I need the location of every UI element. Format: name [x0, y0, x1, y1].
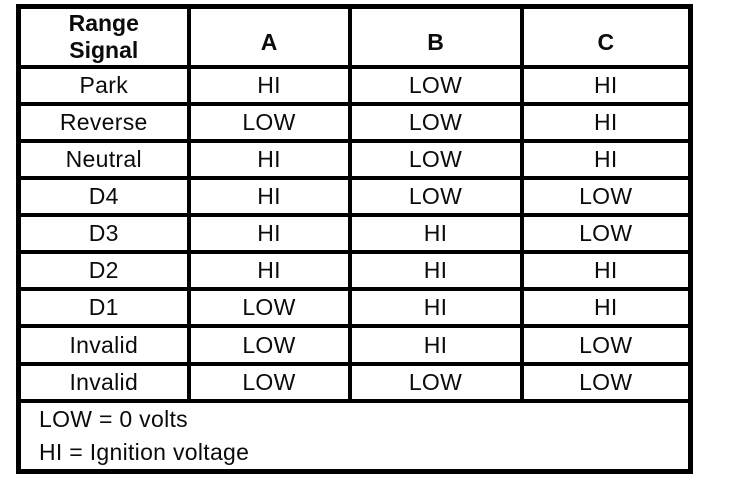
value-cell-c: LOW [519, 176, 693, 218]
value-cell-c: HI [519, 250, 693, 292]
value-cell-c: HI [519, 287, 693, 329]
signal-cell: Invalid [16, 324, 191, 366]
table-row-d4: D4 HI LOW LOW [16, 176, 693, 218]
column-header-b: B [347, 4, 524, 69]
header-row: Range Signal A B C [16, 4, 693, 69]
value-cell-a: LOW [186, 324, 352, 366]
range-signal-header: Range Signal [16, 4, 191, 69]
value-cell-a: LOW [186, 101, 352, 143]
table-row-d1: D1 LOW HI HI [16, 287, 693, 329]
signal-cell: Neutral [16, 138, 191, 181]
signal-cell: Reverse [16, 101, 191, 143]
value-cell-c: LOW [519, 324, 693, 366]
value-cell-a: HI [186, 250, 352, 292]
legend-hi-definition: HI = Ignition voltage [39, 438, 250, 465]
value-cell-b: LOW [347, 64, 524, 106]
value-cell-b: LOW [347, 361, 524, 403]
signal-cell: D4 [16, 176, 191, 218]
value-cell-b: LOW [347, 176, 524, 218]
column-header-c: C [519, 4, 693, 69]
value-cell-c: HI [519, 138, 693, 181]
value-cell-a: HI [186, 138, 352, 181]
value-cell-a: LOW [186, 361, 352, 403]
table-row-invalid-2: Invalid LOW LOW LOW [16, 361, 693, 403]
column-header-a: A [186, 4, 352, 69]
value-cell-a: HI [186, 64, 352, 106]
legend-low-definition: LOW = 0 volts [39, 405, 188, 432]
value-cell-a: LOW [186, 287, 352, 329]
table-row-park: Park HI LOW HI [16, 64, 693, 106]
value-cell-b: LOW [347, 138, 524, 181]
legend-cell: LOW = 0 volts HI = Ignition voltage [16, 398, 693, 474]
table-row-invalid-1: Invalid LOW HI LOW [16, 324, 693, 366]
table-row-d3: D3 HI HI LOW [16, 213, 693, 255]
value-cell-c: LOW [519, 361, 693, 403]
value-cell-a: HI [186, 213, 352, 255]
value-cell-b: HI [347, 250, 524, 292]
value-cell-b: HI [347, 287, 524, 329]
signal-cell: D1 [16, 287, 191, 329]
value-cell-b: LOW [347, 101, 524, 143]
table-row-d2: D2 HI HI HI [16, 250, 693, 292]
signal-cell: D2 [16, 250, 191, 292]
signal-cell: Park [16, 64, 191, 106]
signal-cell: D3 [16, 213, 191, 255]
value-cell-c: HI [519, 101, 693, 143]
value-cell-c: LOW [519, 213, 693, 255]
legend-row: LOW = 0 volts HI = Ignition voltage [16, 398, 693, 474]
value-cell-c: HI [519, 64, 693, 106]
value-cell-b: HI [347, 324, 524, 366]
range-signal-table: Range Signal A B C Park HI LOW HI Revers… [16, 4, 693, 474]
value-cell-a: HI [186, 176, 352, 218]
value-cell-b: HI [347, 213, 524, 255]
table-row-neutral: Neutral HI LOW HI [16, 138, 693, 181]
table-row-reverse: Reverse LOW LOW HI [16, 101, 693, 143]
signal-cell: Invalid [16, 361, 191, 403]
